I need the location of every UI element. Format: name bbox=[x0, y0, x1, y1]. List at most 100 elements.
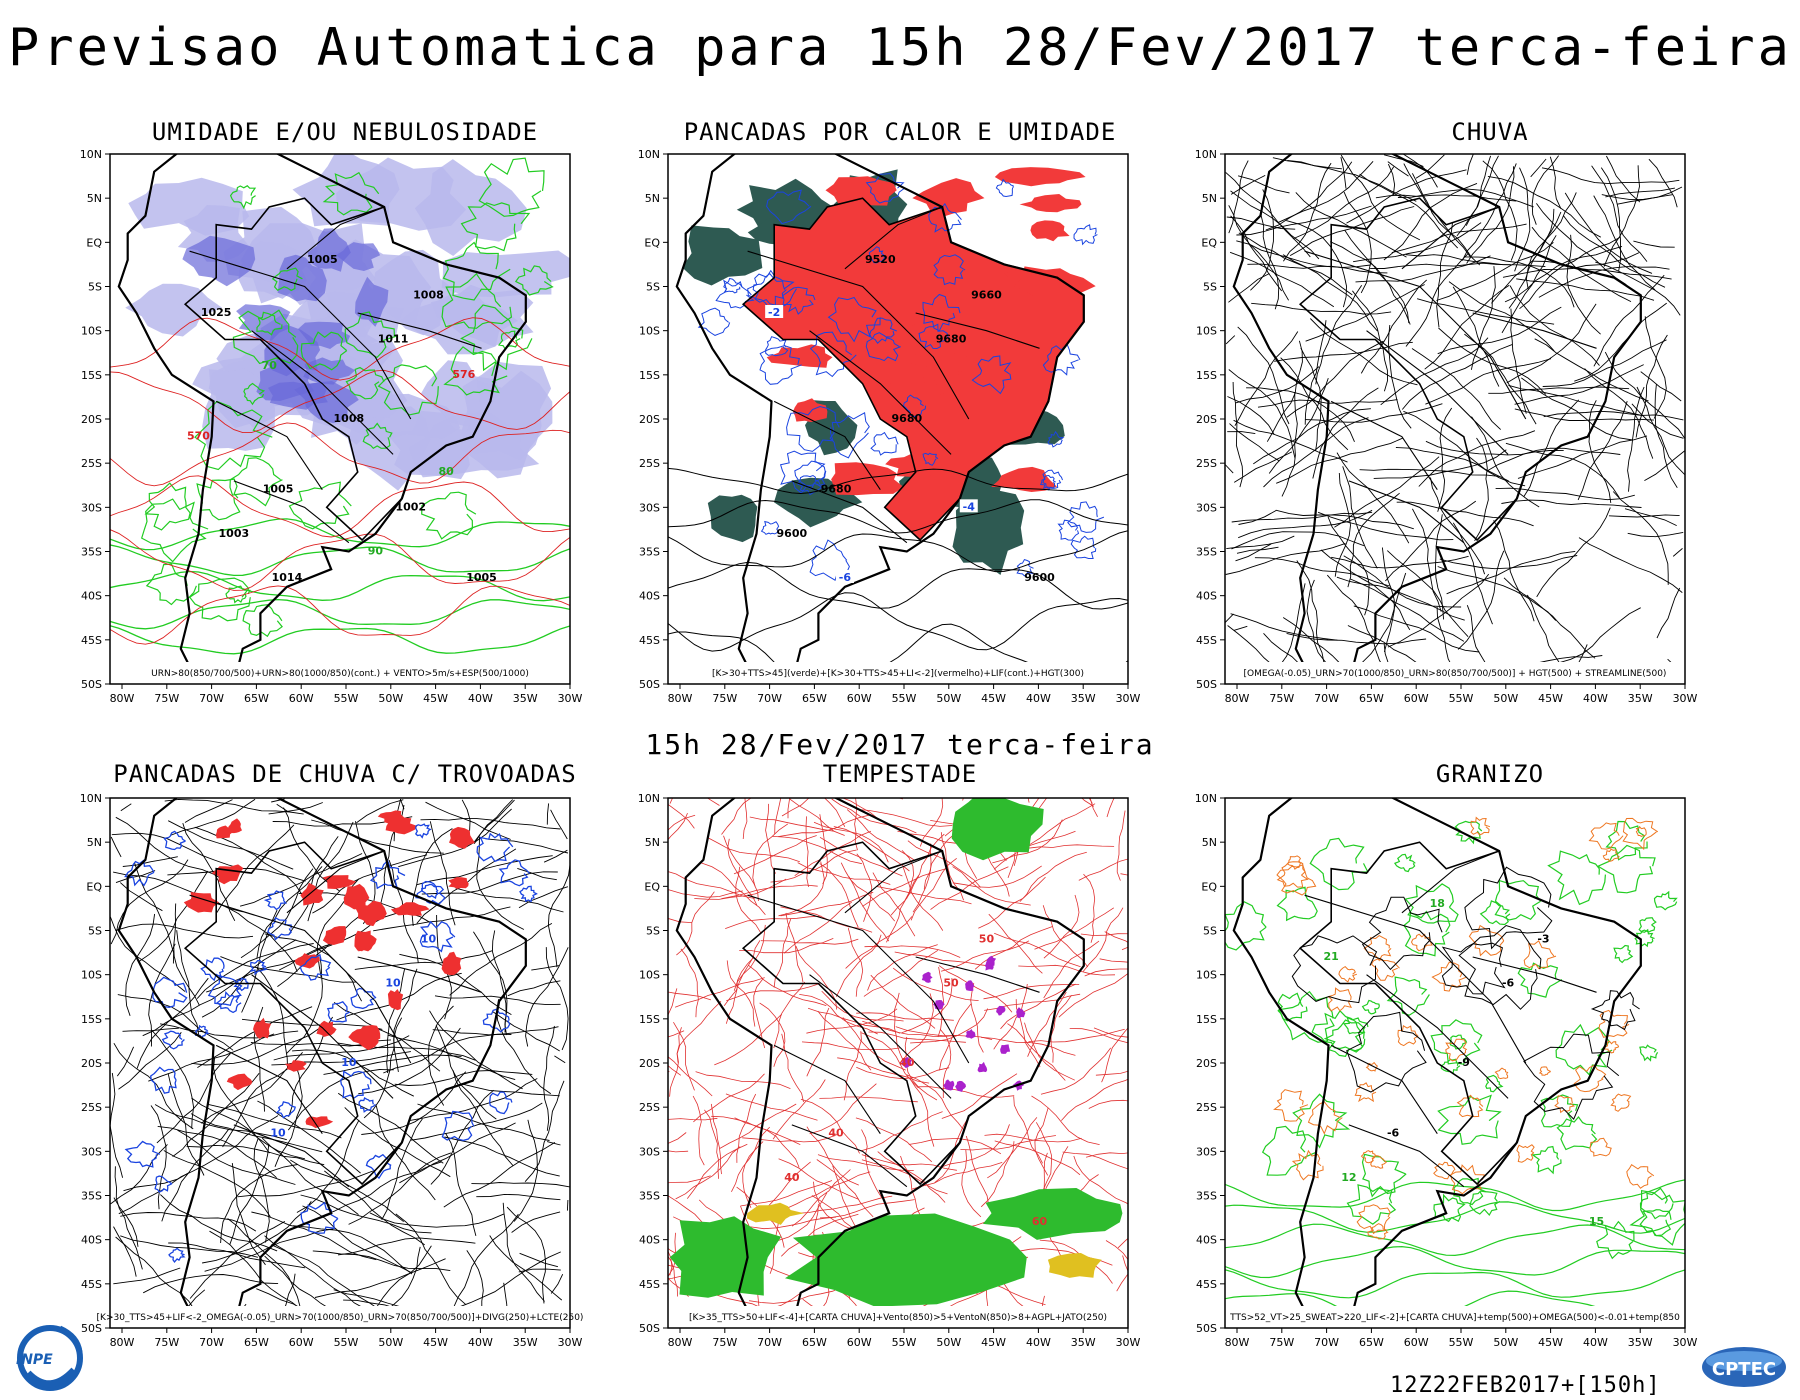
lon-label: 30W bbox=[1673, 1336, 1698, 1349]
lon-label: 80W bbox=[1225, 1336, 1250, 1349]
state-border bbox=[1330, 1044, 1438, 1134]
wind-streamline bbox=[773, 981, 806, 1049]
lon-label: 60W bbox=[847, 692, 872, 705]
streamline bbox=[1541, 167, 1680, 185]
streamline bbox=[239, 853, 363, 907]
streamline bbox=[264, 1235, 366, 1310]
lon-label: 55W bbox=[334, 1336, 359, 1349]
thunderstorm-area bbox=[226, 1073, 253, 1091]
state-border bbox=[251, 330, 394, 455]
wind-streamline bbox=[861, 1159, 948, 1195]
streamline bbox=[1355, 255, 1491, 283]
wind-streamline bbox=[868, 1031, 966, 1043]
wind-streamline bbox=[994, 932, 1081, 968]
streamline bbox=[311, 819, 444, 854]
lifted-index-contour bbox=[902, 394, 927, 418]
lifted-index-contour bbox=[759, 345, 802, 385]
streamline bbox=[1247, 263, 1388, 274]
humidity-contour bbox=[441, 272, 513, 329]
wind-streamline bbox=[1019, 803, 1096, 850]
lon-label: 55W bbox=[1449, 1336, 1474, 1349]
streamline bbox=[1373, 449, 1507, 479]
streamline bbox=[1233, 451, 1293, 483]
wind-streamline bbox=[940, 1029, 952, 1098]
contour-label: 1011 bbox=[378, 333, 409, 346]
lat-label: 20S bbox=[639, 413, 660, 426]
wind-streamline bbox=[800, 1098, 860, 1154]
convection-red-area bbox=[994, 167, 1086, 187]
lifted-index-contour bbox=[1042, 343, 1081, 376]
wind-streamline bbox=[857, 809, 953, 827]
streamline bbox=[1656, 587, 1681, 639]
wind-streamline bbox=[939, 1003, 972, 1071]
temperature-contour bbox=[1634, 928, 1655, 948]
temperature-contour bbox=[1430, 1019, 1483, 1065]
lon-label: 35W bbox=[1628, 1336, 1653, 1349]
severe-storm-area bbox=[955, 1080, 966, 1092]
lon-label: 50W bbox=[1493, 692, 1518, 705]
state-border bbox=[773, 400, 881, 490]
streamline bbox=[1342, 466, 1378, 569]
wind-streamline bbox=[819, 1096, 918, 1103]
streamline bbox=[1464, 333, 1537, 425]
streamline bbox=[1508, 384, 1644, 417]
thunderstorm-area bbox=[355, 900, 387, 927]
lat-label: 20S bbox=[1196, 1057, 1217, 1070]
wind-streamline bbox=[674, 977, 765, 1008]
wind-streamline bbox=[831, 798, 917, 834]
streamline bbox=[1631, 403, 1684, 439]
streamline bbox=[321, 1161, 443, 1217]
streamline bbox=[241, 909, 278, 1013]
wind-streamline bbox=[723, 835, 759, 902]
streamline bbox=[1470, 266, 1496, 370]
streamline bbox=[1519, 236, 1621, 310]
streamline bbox=[1425, 358, 1552, 405]
temperature-contour bbox=[1638, 917, 1657, 933]
wind-streamline bbox=[1106, 798, 1115, 818]
streamline bbox=[444, 1136, 560, 1177]
divergence-contour bbox=[419, 920, 456, 953]
convection-red-area bbox=[917, 362, 964, 383]
humidity-contour bbox=[229, 185, 257, 210]
wind-streamline bbox=[668, 1056, 713, 1097]
divergence-contour bbox=[275, 1101, 297, 1119]
streamline bbox=[1411, 173, 1481, 266]
streamline bbox=[506, 1206, 546, 1304]
wind-streamline bbox=[752, 823, 789, 887]
streamline bbox=[1542, 339, 1667, 387]
streamline bbox=[1627, 386, 1645, 492]
streamline bbox=[1280, 357, 1349, 451]
wind-streamline bbox=[870, 974, 936, 1029]
streamline bbox=[115, 1236, 204, 1320]
contour-label: 50 bbox=[979, 932, 995, 945]
wind-streamline bbox=[992, 819, 1063, 864]
storm-area bbox=[746, 1202, 805, 1225]
jet-area bbox=[785, 1213, 1027, 1307]
state-border bbox=[809, 330, 952, 455]
wind-streamline bbox=[772, 836, 862, 865]
wind-streamline bbox=[1084, 968, 1128, 977]
omega-contour bbox=[1276, 864, 1317, 896]
state-border bbox=[844, 850, 943, 914]
streamline bbox=[133, 862, 175, 964]
omega-contour bbox=[1516, 1144, 1535, 1163]
thunderstorm-area bbox=[354, 930, 373, 952]
wind-streamline bbox=[894, 951, 992, 967]
wind-streamline bbox=[930, 866, 1009, 910]
thunderstorm-area bbox=[215, 825, 234, 839]
lat-label: 25S bbox=[639, 457, 660, 470]
lat-label: 30S bbox=[639, 501, 660, 514]
wind-streamline bbox=[668, 814, 696, 831]
divergence-contour bbox=[299, 953, 332, 981]
temperature-contour bbox=[1556, 1116, 1598, 1151]
contour-label: 9660 bbox=[971, 288, 1002, 301]
wind-streamline bbox=[668, 889, 743, 898]
thunderstorm-area bbox=[253, 1017, 272, 1039]
streamline bbox=[156, 1053, 231, 1144]
streamline bbox=[547, 864, 570, 968]
wind-streamline bbox=[735, 866, 762, 933]
wind-streamline bbox=[765, 803, 776, 874]
thunderstorm-area bbox=[300, 882, 324, 906]
lifted-index-contour bbox=[995, 178, 1014, 198]
wind-streamline bbox=[739, 1216, 837, 1230]
